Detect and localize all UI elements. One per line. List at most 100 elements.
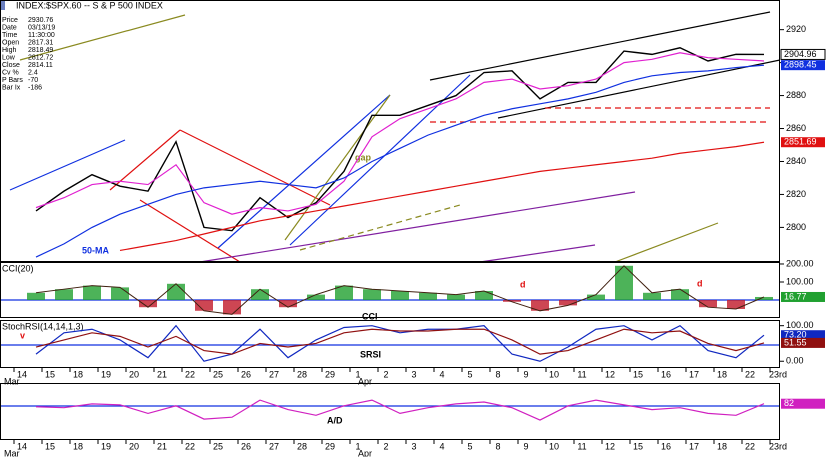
bar	[447, 294, 465, 300]
panel-frame	[0, 383, 780, 440]
series-line	[35, 324, 765, 362]
bar	[335, 285, 353, 300]
x-tick-label: 27	[269, 369, 279, 379]
end-label-box	[781, 398, 825, 409]
info-value: 2814.11	[28, 62, 53, 69]
x-tick-label: 15	[633, 369, 643, 379]
bar	[503, 299, 521, 302]
x-tick-label: 4	[439, 369, 444, 379]
x-tick-label: 17	[689, 369, 699, 379]
end-label: 82	[784, 398, 794, 408]
x-tick-label: 22	[185, 369, 195, 379]
end-label: 2904.96	[784, 49, 817, 59]
end-label: 2851.69	[784, 137, 817, 147]
x-tick-label: 8	[495, 369, 500, 379]
info-value: -70	[28, 77, 38, 84]
x-tick-label: 23rd	[769, 369, 787, 379]
x-tick-label: 18	[73, 369, 83, 379]
series-line	[35, 52, 765, 215]
info-value: 03/13/19	[28, 24, 55, 31]
end-label-box	[781, 291, 825, 302]
info-value: 2818.49	[28, 47, 53, 54]
bar	[363, 289, 381, 300]
bar	[111, 287, 129, 300]
y-tick-label: 2920	[786, 24, 806, 34]
x-tick-label: 27	[269, 441, 279, 451]
x-tick-label: 3	[411, 369, 416, 379]
month-label: Apr	[358, 448, 372, 457]
bar	[615, 265, 633, 300]
x-tick-label: 14	[17, 369, 27, 379]
x-tick-label: 1	[355, 369, 360, 379]
x-tick-label: 14	[17, 441, 27, 451]
x-tick-label: 12	[605, 441, 615, 451]
x-tick-label: 8	[495, 441, 500, 451]
x-tick-label: 4	[439, 441, 444, 451]
series-line	[119, 141, 765, 252]
x-tick-label: 3	[411, 441, 416, 451]
x-tick-label: 16	[661, 369, 671, 379]
chart-title: INDEX:$SPX.60 -- S & P 500 INDEX	[16, 0, 163, 10]
annotation: SRSI	[360, 349, 381, 359]
bar	[559, 299, 577, 306]
x-tick-label: 20	[129, 369, 139, 379]
end-label: 73.20	[784, 330, 807, 340]
bar	[531, 299, 549, 311]
info-label: Low	[2, 54, 16, 61]
panel-frame	[0, 320, 780, 368]
bar	[727, 299, 745, 309]
info-value: -186	[28, 84, 42, 91]
x-tick-label: 22	[745, 441, 755, 451]
bar	[223, 299, 241, 315]
panel-frame	[0, 0, 780, 262]
bar	[27, 292, 45, 300]
x-tick-label: 2	[383, 369, 388, 379]
series-line	[35, 47, 765, 232]
bar	[83, 285, 101, 300]
x-tick-label: 15	[45, 441, 55, 451]
bar	[167, 283, 185, 300]
info-value: 2930.76	[28, 17, 53, 24]
annotation: v	[20, 330, 25, 340]
end-label-box	[781, 60, 825, 71]
end-label-box	[781, 330, 825, 341]
x-tick-label: 22	[745, 369, 755, 379]
y-tick-label: 2860	[786, 123, 806, 133]
info-label: Price	[2, 17, 18, 24]
x-tick-label: 20	[129, 441, 139, 451]
bar	[139, 299, 157, 308]
end-label-box	[780, 48, 826, 60]
x-tick-label: 5	[467, 441, 472, 451]
x-tick-label: 9	[523, 369, 528, 379]
y-tick-label: 0.00	[786, 356, 804, 366]
trend-lines	[0, 11, 781, 407]
info-value: 2817.31	[28, 39, 53, 46]
annotation: d	[520, 279, 526, 289]
x-tick-label: 1	[355, 441, 360, 451]
bar	[475, 290, 493, 300]
x-tick-label: 26	[241, 369, 251, 379]
end-label: 51.55	[784, 337, 807, 347]
annotation: CCI	[362, 311, 378, 321]
date-axis	[0, 368, 780, 383]
y-tick-label: 2840	[786, 156, 806, 166]
x-tick-label: 23rd	[769, 441, 787, 451]
bar	[699, 299, 717, 308]
y-tick-label: 100.00	[786, 320, 814, 330]
x-tick-label: 2	[383, 441, 388, 451]
panel-title: StochRSI(14,14,1,3)	[2, 321, 84, 331]
title-icon	[0, 0, 5, 10]
x-tick-label: 25	[213, 441, 223, 451]
series-line	[35, 328, 765, 355]
month-label: Mar	[4, 376, 20, 386]
month-label: Mar	[4, 448, 20, 457]
info-label: High	[2, 47, 17, 54]
bar	[55, 289, 73, 300]
y-tick-label: 2880	[786, 90, 806, 100]
series-line	[35, 64, 765, 258]
x-tick-label: 21	[157, 369, 167, 379]
end-label-box	[781, 337, 825, 348]
annotation: 50-MA	[82, 245, 110, 255]
panel-title: CCI(20)	[2, 263, 34, 273]
